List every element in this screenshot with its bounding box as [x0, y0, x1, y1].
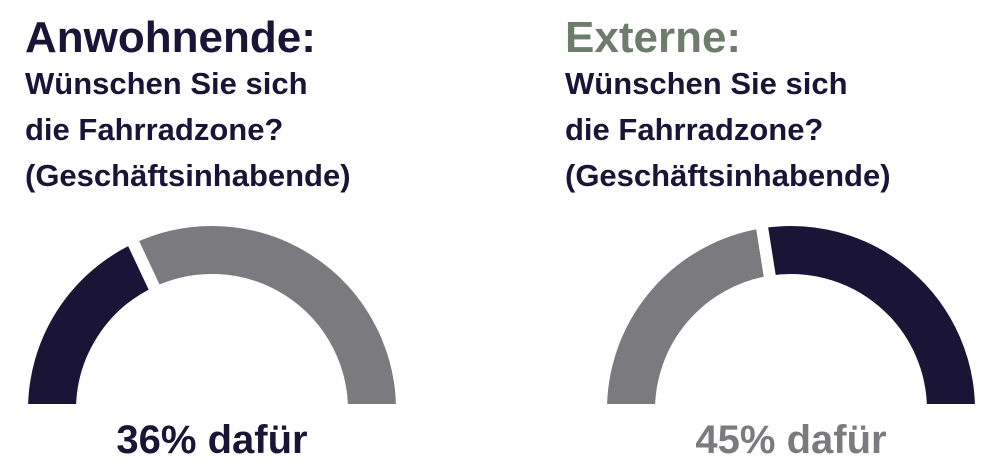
chart-title: Externe: — [565, 13, 741, 62]
gauge-segment — [594, 215, 778, 416]
question-line: Wünschen Sie sich — [25, 66, 308, 101]
question-line: (Geschäftsinhabende) — [565, 158, 891, 193]
value-label: 45% dafür — [695, 418, 886, 462]
chart-title: Anwohnende: — [25, 13, 316, 62]
gauge-segment — [15, 230, 165, 416]
question-line: (Geschäftsinhabende) — [25, 158, 351, 193]
question-line: die Fahrradzone? — [565, 112, 823, 147]
value-label: 36% dafür — [116, 418, 307, 462]
gauge-segment — [123, 214, 409, 416]
question-line: Wünschen Sie sich — [565, 66, 848, 101]
gauge-segment — [754, 214, 988, 416]
question-line: die Fahrradzone? — [25, 112, 283, 147]
